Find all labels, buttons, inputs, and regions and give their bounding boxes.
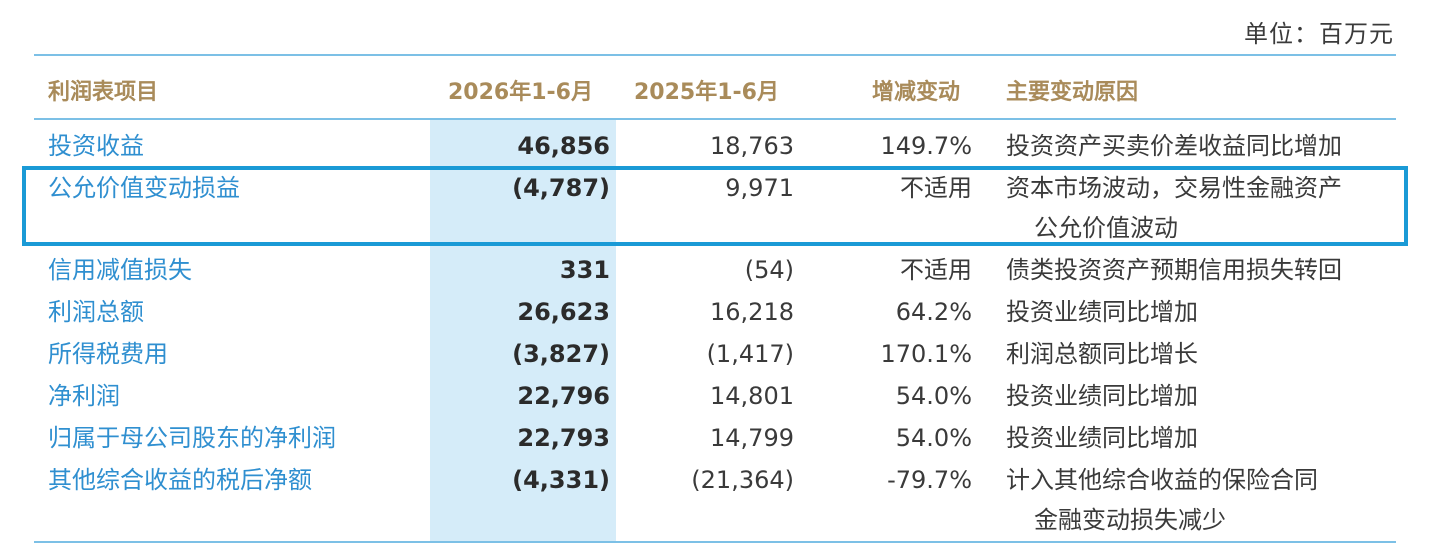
row-previous-value: 18,763 (710, 132, 794, 160)
row-change-value: 54.0% (895, 382, 972, 410)
header-previous-period: 2025年1-6月 (634, 80, 779, 105)
row-item-label: 净利润 (48, 382, 120, 410)
row-change-value: 54.0% (895, 424, 972, 452)
table-top-rule (34, 54, 1396, 56)
row-reason-text: 计入其他综合收益的保险合同 (1006, 466, 1318, 494)
row-current-value: (4,787) (512, 174, 610, 202)
row-previous-value: (54) (744, 256, 794, 284)
header-current-period: 2026年1-6月 (448, 80, 593, 105)
row-item-label: 利润总额 (48, 298, 144, 326)
header-change: 增减变动 (872, 80, 961, 105)
row-item-label: 信用减值损失 (48, 256, 192, 284)
row-reason-text-continued: 金融变动损失减少 (1034, 506, 1226, 534)
row-reason-text: 投资业绩同比增加 (1006, 298, 1198, 326)
row-reason-text: 债类投资资产预期信用损失转回 (1006, 256, 1342, 284)
row-current-value: (4,331) (512, 466, 610, 494)
income-statement-table: 利润表项目 2026年1-6月 2025年1-6月 增减变动 主要变动原因 投资… (34, 54, 1396, 544)
table-row[interactable]: 所得税费用 (3,827) (1,417) 170.1% 利润总额同比增长 (34, 334, 1396, 374)
row-item-label: 投资收益 (48, 132, 144, 160)
row-item-label: 归属于母公司股东的净利润 (48, 424, 336, 452)
row-previous-value: 9,971 (725, 174, 794, 202)
row-current-value: 46,856 (517, 132, 610, 160)
row-current-value: 22,796 (517, 382, 610, 410)
current-period-column-highlight (430, 120, 616, 542)
header-reason: 主要变动原因 (1006, 80, 1139, 105)
table-row[interactable]: 信用减值损失 331 (54) 不适用 债类投资资产预期信用损失转回 (34, 250, 1396, 290)
row-reason-text: 资本市场波动，交易性金融资产 (1006, 174, 1342, 202)
row-reason-text: 投资业绩同比增加 (1006, 424, 1198, 452)
row-current-value: 331 (559, 256, 610, 284)
row-item-label: 其他综合收益的税后净额 (48, 466, 312, 494)
table-row[interactable]: 投资收益 46,856 18,763 149.7% 投资资产买卖价差收益同比增加 (34, 126, 1396, 166)
row-previous-value: (21,364) (691, 466, 794, 494)
row-change-value: 149.7% (880, 132, 972, 160)
table-row[interactable]: 归属于母公司股东的净利润 22,793 14,799 54.0% 投资业绩同比增加 (34, 418, 1396, 458)
row-reason-text: 利润总额同比增长 (1006, 340, 1198, 368)
row-change-value: -79.7% (887, 466, 972, 494)
header-item: 利润表项目 (48, 80, 159, 105)
selected-row-outline (22, 166, 1408, 246)
table-row[interactable]: 公允价值变动损益 (4,787) 9,971 不适用 资本市场波动，交易性金融资产公允价… (34, 168, 1396, 242)
row-change-value: 64.2% (895, 298, 972, 326)
row-current-value: 26,623 (517, 298, 610, 326)
table-header-rule (34, 118, 1396, 120)
row-previous-value: (1,417) (706, 340, 794, 368)
row-current-value: 22,793 (517, 424, 610, 452)
row-item-label: 公允价值变动损益 (48, 174, 240, 202)
table-bottom-rule (34, 541, 1396, 543)
row-current-value: (3,827) (512, 340, 610, 368)
row-change-value: 不适用 (900, 174, 972, 202)
table-row[interactable]: 利润总额 26,623 16,218 64.2% 投资业绩同比增加 (34, 292, 1396, 332)
row-reason-text: 投资业绩同比增加 (1006, 382, 1198, 410)
row-previous-value: 16,218 (710, 298, 794, 326)
table-row[interactable]: 净利润 22,796 14,801 54.0% 投资业绩同比增加 (34, 376, 1396, 416)
row-previous-value: 14,801 (710, 382, 794, 410)
unit-label: 单位：百万元 (1244, 20, 1394, 48)
table-row[interactable]: 其他综合收益的税后净额 (4,331) (21,364) -79.7% 计入其他综合收益… (34, 460, 1396, 534)
row-reason-text: 投资资产买卖价差收益同比增加 (1006, 132, 1342, 160)
row-change-value: 不适用 (900, 256, 972, 284)
row-change-value: 170.1% (880, 340, 972, 368)
row-previous-value: 14,799 (710, 424, 794, 452)
row-reason-text-continued: 公允价值波动 (1034, 214, 1178, 242)
row-item-label: 所得税费用 (48, 340, 168, 368)
